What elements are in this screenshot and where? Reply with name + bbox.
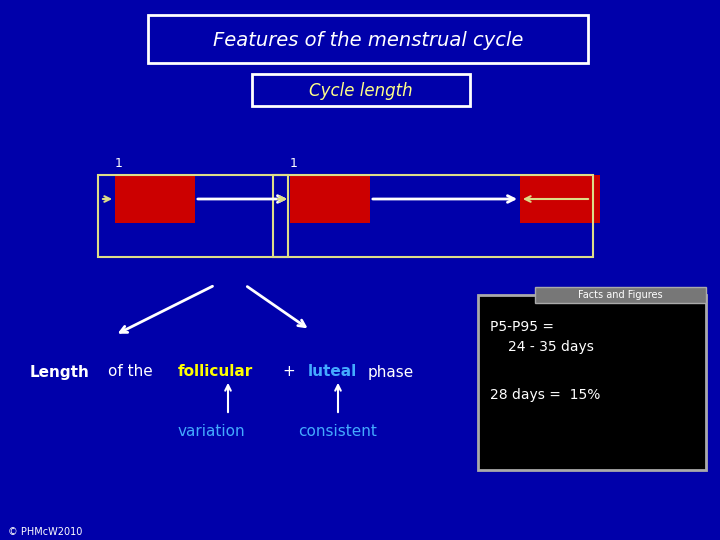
Bar <box>290 175 370 223</box>
Text: of the: of the <box>108 364 153 380</box>
Text: 1: 1 <box>115 157 123 170</box>
Text: Cycle length: Cycle length <box>309 82 413 100</box>
Text: +: + <box>282 364 294 380</box>
Bar <box>98 175 288 257</box>
Text: Facts and Figures: Facts and Figures <box>578 290 663 300</box>
Text: P5-P95 =: P5-P95 = <box>490 320 554 334</box>
Bar <box>115 175 195 223</box>
Bar <box>252 74 470 106</box>
Text: 28 days =  15%: 28 days = 15% <box>490 388 600 402</box>
Text: 1: 1 <box>290 157 298 170</box>
Text: variation: variation <box>178 424 246 440</box>
Text: © PHMcW2010: © PHMcW2010 <box>8 527 82 537</box>
Text: consistent: consistent <box>298 424 377 440</box>
Text: Features of the menstrual cycle: Features of the menstrual cycle <box>213 30 523 50</box>
Bar <box>478 295 706 470</box>
Bar <box>273 175 593 257</box>
Bar <box>520 175 600 223</box>
Bar <box>148 15 588 63</box>
Text: follicular: follicular <box>178 364 253 380</box>
Text: luteal: luteal <box>308 364 357 380</box>
Text: phase: phase <box>368 364 414 380</box>
Text: 24 - 35 days: 24 - 35 days <box>508 340 594 354</box>
Bar <box>535 287 706 303</box>
Text: Length: Length <box>30 364 90 380</box>
